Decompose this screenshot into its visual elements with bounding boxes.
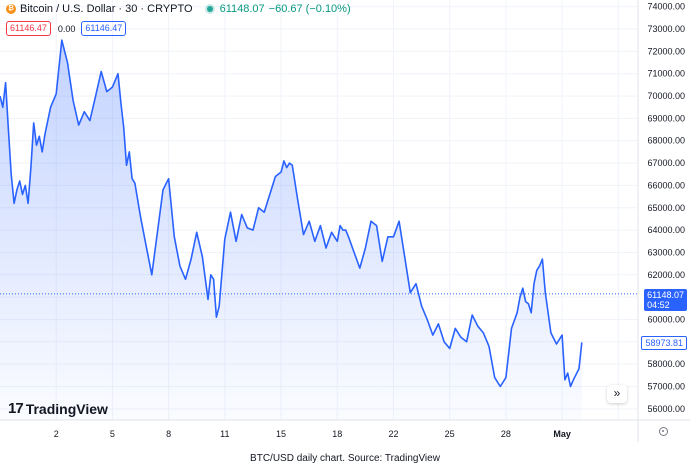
series-line — [0, 39, 583, 388]
market-open-icon — [206, 6, 213, 12]
series-area-fill — [0, 40, 582, 420]
ask-price[interactable]: 61146.47 — [81, 21, 127, 36]
x-tick-label: 22 — [388, 429, 398, 439]
spread-value: 0.00 — [57, 23, 76, 34]
bar-countdown-label: 04:52 — [647, 300, 670, 310]
price-change: −60.67 (−0.10%) — [268, 3, 351, 15]
scroll-to-realtime-button[interactable]: » — [607, 385, 627, 403]
y-tick-label: 68000.00 — [647, 136, 685, 146]
tradingview-mark-icon: 17 — [8, 400, 24, 417]
chart-panel: 56000.0057000.0058000.0059000.0060000.00… — [0, 0, 690, 442]
x-tick-label: 5 — [110, 429, 115, 439]
x-tick-label: 28 — [501, 429, 511, 439]
y-tick-label: 64000.00 — [647, 225, 685, 235]
quote-pills: 61146.47 0.00 61146.47 — [6, 21, 127, 36]
y-tick-label: 62000.00 — [647, 270, 685, 280]
bid-price[interactable]: 61146.47 — [6, 21, 51, 36]
bitcoin-icon: ₿ — [6, 4, 16, 14]
current-price-tag: 61148.07 04:52 — [644, 289, 687, 311]
tradingview-logo-text: TradingView — [25, 400, 108, 417]
x-tick-label: 8 — [166, 429, 171, 439]
reference-price-tag: 58973.81 — [641, 336, 687, 350]
y-tick-label: 74000.00 — [647, 2, 685, 12]
x-tick-label: 25 — [445, 429, 455, 439]
y-tick-label: 57000.00 — [647, 381, 685, 391]
current-price-label: 61148.07 — [647, 290, 684, 300]
x-tick-label: 11 — [220, 429, 229, 439]
x-tick-label: 2 — [54, 429, 59, 439]
y-tick-label: 69000.00 — [647, 113, 685, 123]
y-tick-label: 73000.00 — [647, 24, 685, 34]
y-tick-label: 56000.00 — [647, 404, 685, 414]
y-tick-label: 66000.00 — [647, 180, 685, 190]
y-tick-label: 72000.00 — [647, 46, 685, 56]
tradingview-logo[interactable]: 17 TradingView — [8, 400, 108, 417]
chart-header: ₿ Bitcoin / U.S. Dollar · 30 · CRYPTO 61… — [6, 3, 351, 15]
last-price: 61148.07 — [219, 3, 265, 15]
y-tick-label: 67000.00 — [647, 158, 685, 168]
x-tick-label: 15 — [276, 429, 286, 439]
x-tick-label: 18 — [332, 429, 342, 439]
plot-area[interactable]: 56000.0057000.0058000.0059000.0060000.00… — [0, 0, 690, 442]
y-tick-label: 71000.00 — [647, 69, 685, 79]
y-tick-label: 63000.00 — [647, 247, 685, 257]
y-tick-label: 58000.00 — [647, 359, 685, 369]
x-tick-label: May — [553, 429, 571, 439]
y-tick-label: 60000.00 — [647, 314, 685, 324]
settings-gear-icon[interactable] — [659, 427, 668, 436]
symbol-title[interactable]: Bitcoin / U.S. Dollar · 30 · CRYPTO — [20, 3, 193, 15]
y-tick-label: 65000.00 — [647, 203, 685, 213]
figure-caption: BTC/USD daily chart. Source: TradingView — [250, 453, 440, 464]
y-tick-label: 70000.00 — [647, 91, 685, 101]
